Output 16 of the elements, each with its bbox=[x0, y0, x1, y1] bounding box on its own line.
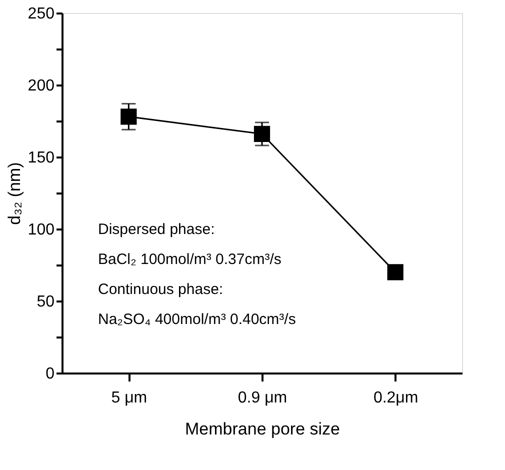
annotation: BaCl₂ 100mol/m³ 0.37cm³/s bbox=[98, 251, 282, 268]
y-tick-label: 50 bbox=[36, 294, 55, 310]
point bbox=[387, 264, 404, 280]
y-axis-title: d₃₂ (nm) bbox=[4, 162, 24, 225]
y-tick-label: 250 bbox=[28, 6, 55, 22]
y-tick-label: 0 bbox=[46, 366, 55, 382]
annotation: Continuous phase: bbox=[98, 281, 224, 298]
x-tick-label: 0.9 μm bbox=[238, 390, 288, 406]
annotation: Dispersed phase: bbox=[98, 221, 215, 238]
x-tick-label: 5 μm bbox=[111, 390, 148, 406]
x-tick-label: 0.2μm bbox=[373, 390, 418, 406]
x-axis-title: Membrane pore size bbox=[185, 420, 340, 438]
y-tick-label: 150 bbox=[28, 150, 55, 166]
y-tick-label: 100 bbox=[28, 222, 55, 238]
annotation: Na₂SO₄ 400mol/m³ 0.40cm³/s bbox=[98, 311, 296, 328]
y-tick-label: 200 bbox=[28, 78, 55, 94]
